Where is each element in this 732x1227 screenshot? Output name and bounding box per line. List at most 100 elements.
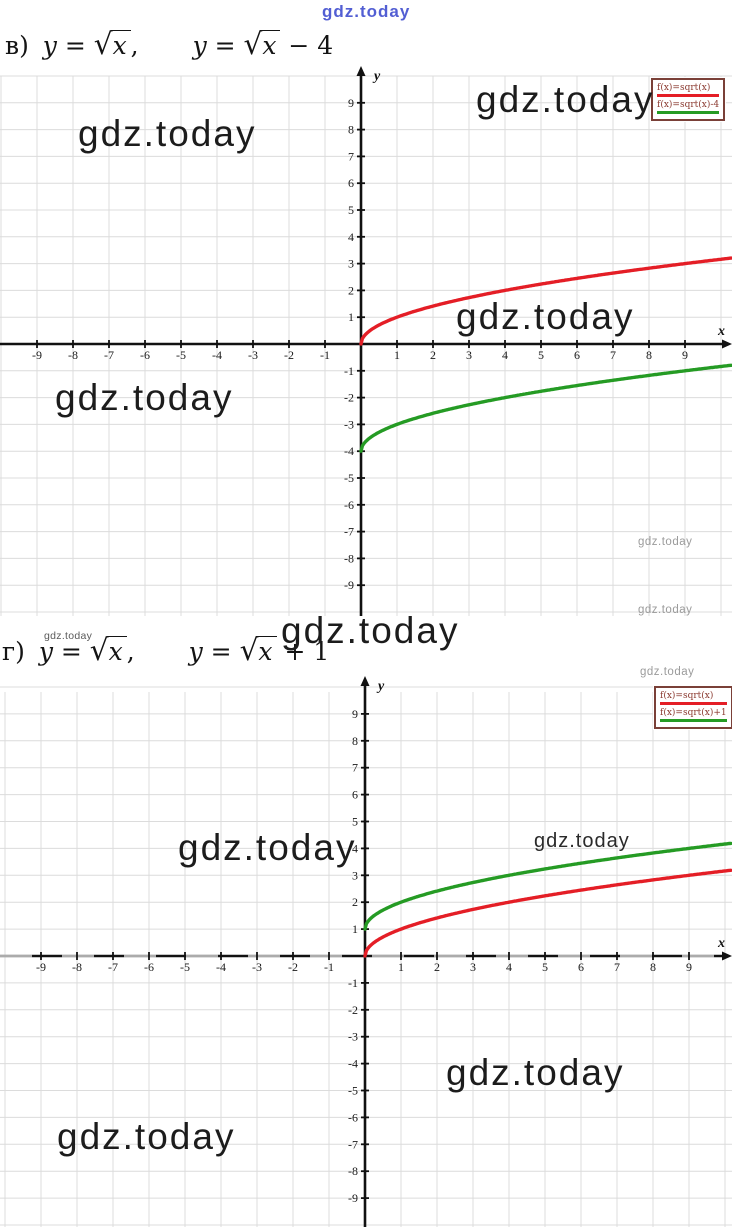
y-tick-label: 5	[352, 815, 358, 829]
x-tick-label: -2	[284, 348, 294, 362]
x-tick-label: 7	[614, 960, 620, 974]
y-tick-label: 5	[348, 203, 354, 217]
graph-2: -9 -8 -7 -6 -5 -4 -3 -2 -1 1 2 3 4 5 6 7 8 9 -9 -8 -7 -6 -5 -4 -…	[0, 676, 732, 1227]
y-tick-label: -1	[348, 976, 358, 990]
x-tick-label: -4	[216, 960, 226, 974]
x-tick-label: 2	[430, 348, 436, 362]
watermark-gdz: gdz.today	[456, 296, 635, 337]
legend-color-bar	[660, 702, 727, 705]
y-tick-label: 1	[352, 922, 358, 936]
item-label: в)	[5, 31, 29, 60]
x-tick-label: -1	[324, 960, 334, 974]
x-tick-label: 9	[686, 960, 692, 974]
x-tick-label: -5	[176, 348, 186, 362]
watermark-gdz: gdz.today	[638, 604, 693, 616]
radicand: x	[110, 30, 131, 60]
y-tick-label: 7	[352, 761, 358, 775]
watermark-gdz: gdz.today	[534, 830, 630, 852]
item-label: г)	[2, 637, 25, 666]
x-tick-label: -6	[140, 348, 150, 362]
legend-top: f(x)=sqrt(x) f(x)=sqrt(x)-4	[651, 78, 726, 121]
x-tick-label: -6	[144, 960, 154, 974]
y-tick-label: -7	[344, 525, 354, 539]
watermark-gdz: gdz.today	[640, 666, 695, 678]
y-tick-label: -8	[348, 1164, 358, 1178]
x-tick-label: -4	[212, 348, 222, 362]
x-tick-label: 7	[610, 348, 616, 362]
curve-f(x)=sqrt(x)-4	[359, 363, 732, 453]
x-tick-label: -8	[68, 348, 78, 362]
watermark-gdz: gdz.today	[281, 610, 460, 651]
curve-f(x)=sqrt(x)	[359, 256, 732, 346]
radical-icon: √	[89, 633, 109, 667]
y-tick-label: -3	[344, 417, 354, 431]
graph-1: -9 -8 -7 -6 -5 -4 -3 -2 -1 1 2 3 4 5 6 7 8 9 -9 -8 -7 -6 -5 -4 -…	[0, 66, 732, 616]
y-tick-label: -5	[344, 471, 354, 485]
y-tick-label: 1	[348, 310, 354, 324]
x-tick-label: 9	[682, 348, 688, 362]
y-tick-label: 9	[352, 707, 358, 721]
y-tick-label: -7	[348, 1137, 358, 1151]
x-tick-label: 3	[470, 960, 476, 974]
x-tick-label: 1	[398, 960, 404, 974]
curve-f(x)=sqrt(x)	[363, 868, 732, 958]
y-tick-label: 3	[352, 868, 358, 882]
x-tick-label: 4	[506, 960, 512, 974]
watermark-gdz: gdz.today	[55, 377, 234, 418]
legend-color-bar	[657, 111, 720, 114]
y-tick-label: 7	[348, 149, 354, 163]
x-tick-label: -3	[252, 960, 262, 974]
x-axis-arrow	[722, 951, 732, 961]
y-tick-label: 6	[352, 788, 358, 802]
y-tick-label: 3	[348, 257, 354, 271]
y-tick-label: -9	[344, 578, 354, 592]
x-tick-label: -2	[288, 960, 298, 974]
radical-icon: √	[93, 27, 113, 61]
y-tick-label: -6	[348, 1110, 358, 1124]
equation-2: y = √x − 4	[192, 27, 334, 61]
x-tick-label: -1	[320, 348, 330, 362]
x-tick-label: 5	[538, 348, 544, 362]
x-tick-label: -3	[248, 348, 258, 362]
watermark-gdz: gdz.today	[446, 1052, 625, 1093]
x-tick-label: -8	[72, 960, 82, 974]
legend-entry-label: f(x)=sqrt(x)	[657, 83, 711, 93]
problem-v-title: в) y = √x, y = √x − 4	[5, 27, 333, 61]
x-axis-label: x	[717, 936, 725, 951]
y-tick-label: -4	[344, 444, 354, 458]
legend-entry-label: f(x)=sqrt(x)	[660, 691, 714, 701]
y-tick-label: -9	[348, 1191, 358, 1205]
y-tick-label: -3	[348, 1030, 358, 1044]
watermark-gdz: gdz.today	[57, 1116, 236, 1157]
x-tick-label: 1	[394, 348, 400, 362]
watermark-gdz: gdz.today	[78, 113, 257, 154]
y-axis-label: y	[376, 679, 385, 694]
legend-color-bar	[660, 719, 727, 722]
y-tick-label: 2	[352, 895, 358, 909]
y-axis-arrow	[360, 676, 370, 686]
y-axis-arrow	[356, 66, 366, 76]
radical-icon: √	[239, 633, 259, 667]
legend-bottom: f(x)=sqrt(x) f(x)=sqrt(x)+1	[654, 686, 732, 729]
legend-entry-label: f(x)=sqrt(x)+1	[660, 708, 727, 718]
x-tick-label: 3	[466, 348, 472, 362]
watermark-gdz: gdz.today	[322, 2, 411, 21]
x-tick-label: -7	[104, 348, 114, 362]
y-tick-label: 8	[348, 123, 354, 137]
radicand: x	[260, 30, 281, 60]
y-tick-label: -2	[348, 1003, 358, 1017]
equation-1: y = √x,	[38, 633, 135, 667]
x-tick-label: 8	[646, 348, 652, 362]
x-tick-label: 5	[542, 960, 548, 974]
legend-entry-label: f(x)=sqrt(x)-4	[657, 100, 720, 110]
equation-1: y = √x,	[42, 27, 139, 61]
y-tick-label: 6	[348, 176, 354, 190]
x-tick-label: -5	[180, 960, 190, 974]
y-tick-label: 2	[348, 283, 354, 297]
axes: -9 -8 -7 -6 -5 -4 -3 -2 -1 1 2 3 4 5 6 7 8 9 -9 -8 -7 -6 -5 -4 -…	[0, 676, 732, 1227]
watermark-gdz: gdz.today	[476, 79, 655, 120]
x-tick-label: -9	[36, 960, 46, 974]
x-tick-label: 8	[650, 960, 656, 974]
